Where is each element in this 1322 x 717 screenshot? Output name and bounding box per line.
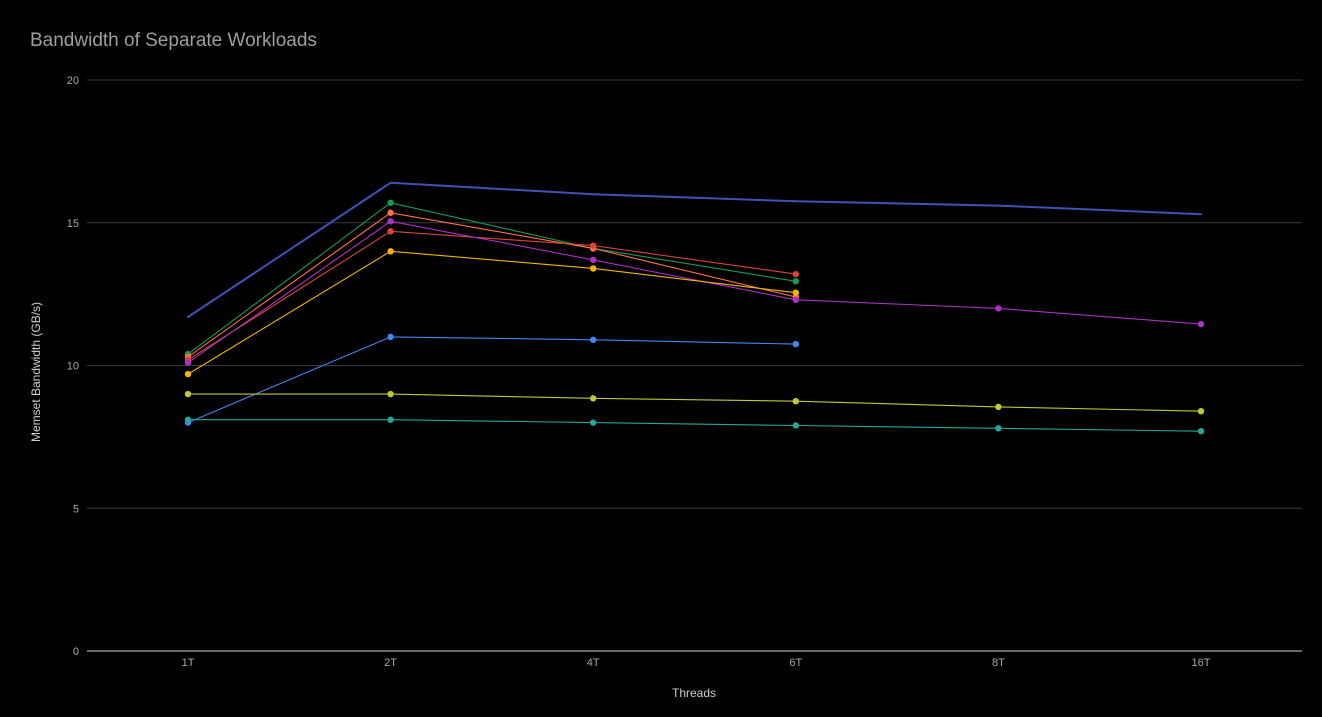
y-axis-ticks: 0 5 10 15 20 [67, 75, 79, 658]
series-group [184, 181, 1205, 435]
series-line [187, 393, 1202, 412]
data-point [792, 270, 799, 278]
data-point [184, 416, 192, 423]
data-point [792, 422, 799, 429]
x-tick-label: 1T [182, 657, 195, 669]
series-line [187, 220, 1202, 364]
data-point [387, 248, 394, 255]
series-line [187, 230, 797, 361]
data-point [590, 242, 597, 249]
y-tick-label: 0 [73, 646, 79, 658]
data-point [792, 397, 799, 405]
series-line [187, 250, 797, 375]
y-tick-label: 10 [67, 361, 79, 373]
x-axis-ticks: 1T 2T 4T 6T 8T 16T [182, 657, 1211, 669]
series-line [187, 212, 797, 358]
series-8 [184, 390, 1205, 415]
data-point [792, 289, 799, 296]
data-point [387, 390, 394, 398]
series-3 [184, 209, 799, 361]
data-point [995, 403, 1002, 411]
series-9 [184, 416, 1205, 435]
data-point [184, 370, 192, 378]
x-tick-label: 6T [789, 657, 802, 669]
series-6 [184, 248, 799, 378]
data-point [590, 395, 597, 402]
series-line [187, 336, 797, 424]
series-line [187, 419, 1202, 432]
chart-title: Bandwidth of Separate Workloads [30, 30, 317, 51]
data-point [387, 228, 394, 235]
series-1 [187, 181, 1202, 318]
data-point [1197, 427, 1205, 435]
data-point [590, 256, 597, 264]
data-point [1197, 320, 1205, 328]
x-tick-label: 2T [384, 657, 397, 669]
data-point [792, 278, 799, 285]
data-point [387, 209, 394, 216]
data-point [590, 419, 597, 426]
data-point [792, 296, 799, 304]
series-5 [184, 218, 1205, 366]
x-tick-label: 4T [587, 657, 600, 669]
data-point [184, 359, 192, 366]
y-tick-label: 5 [73, 503, 79, 515]
data-point [387, 199, 394, 206]
y-tick-label: 15 [67, 218, 79, 230]
data-point [995, 305, 1002, 312]
data-point [184, 390, 192, 398]
data-point [590, 265, 597, 272]
y-axis-title: Memset Bandwidth (GB/s) [29, 302, 43, 442]
x-tick-label: 16T [1192, 657, 1211, 669]
data-point [590, 336, 597, 344]
series-line [187, 202, 797, 355]
data-point [387, 416, 394, 423]
data-point [995, 425, 1002, 432]
x-axis-title: Threads [672, 686, 716, 700]
gridlines [87, 79, 1302, 652]
data-point [387, 218, 394, 225]
series-line [187, 181, 1202, 318]
series-7 [184, 333, 799, 426]
data-point [387, 333, 394, 341]
data-point [792, 340, 799, 348]
data-point [1197, 407, 1205, 415]
y-tick-label: 20 [67, 75, 79, 87]
x-tick-label: 8T [992, 657, 1005, 669]
